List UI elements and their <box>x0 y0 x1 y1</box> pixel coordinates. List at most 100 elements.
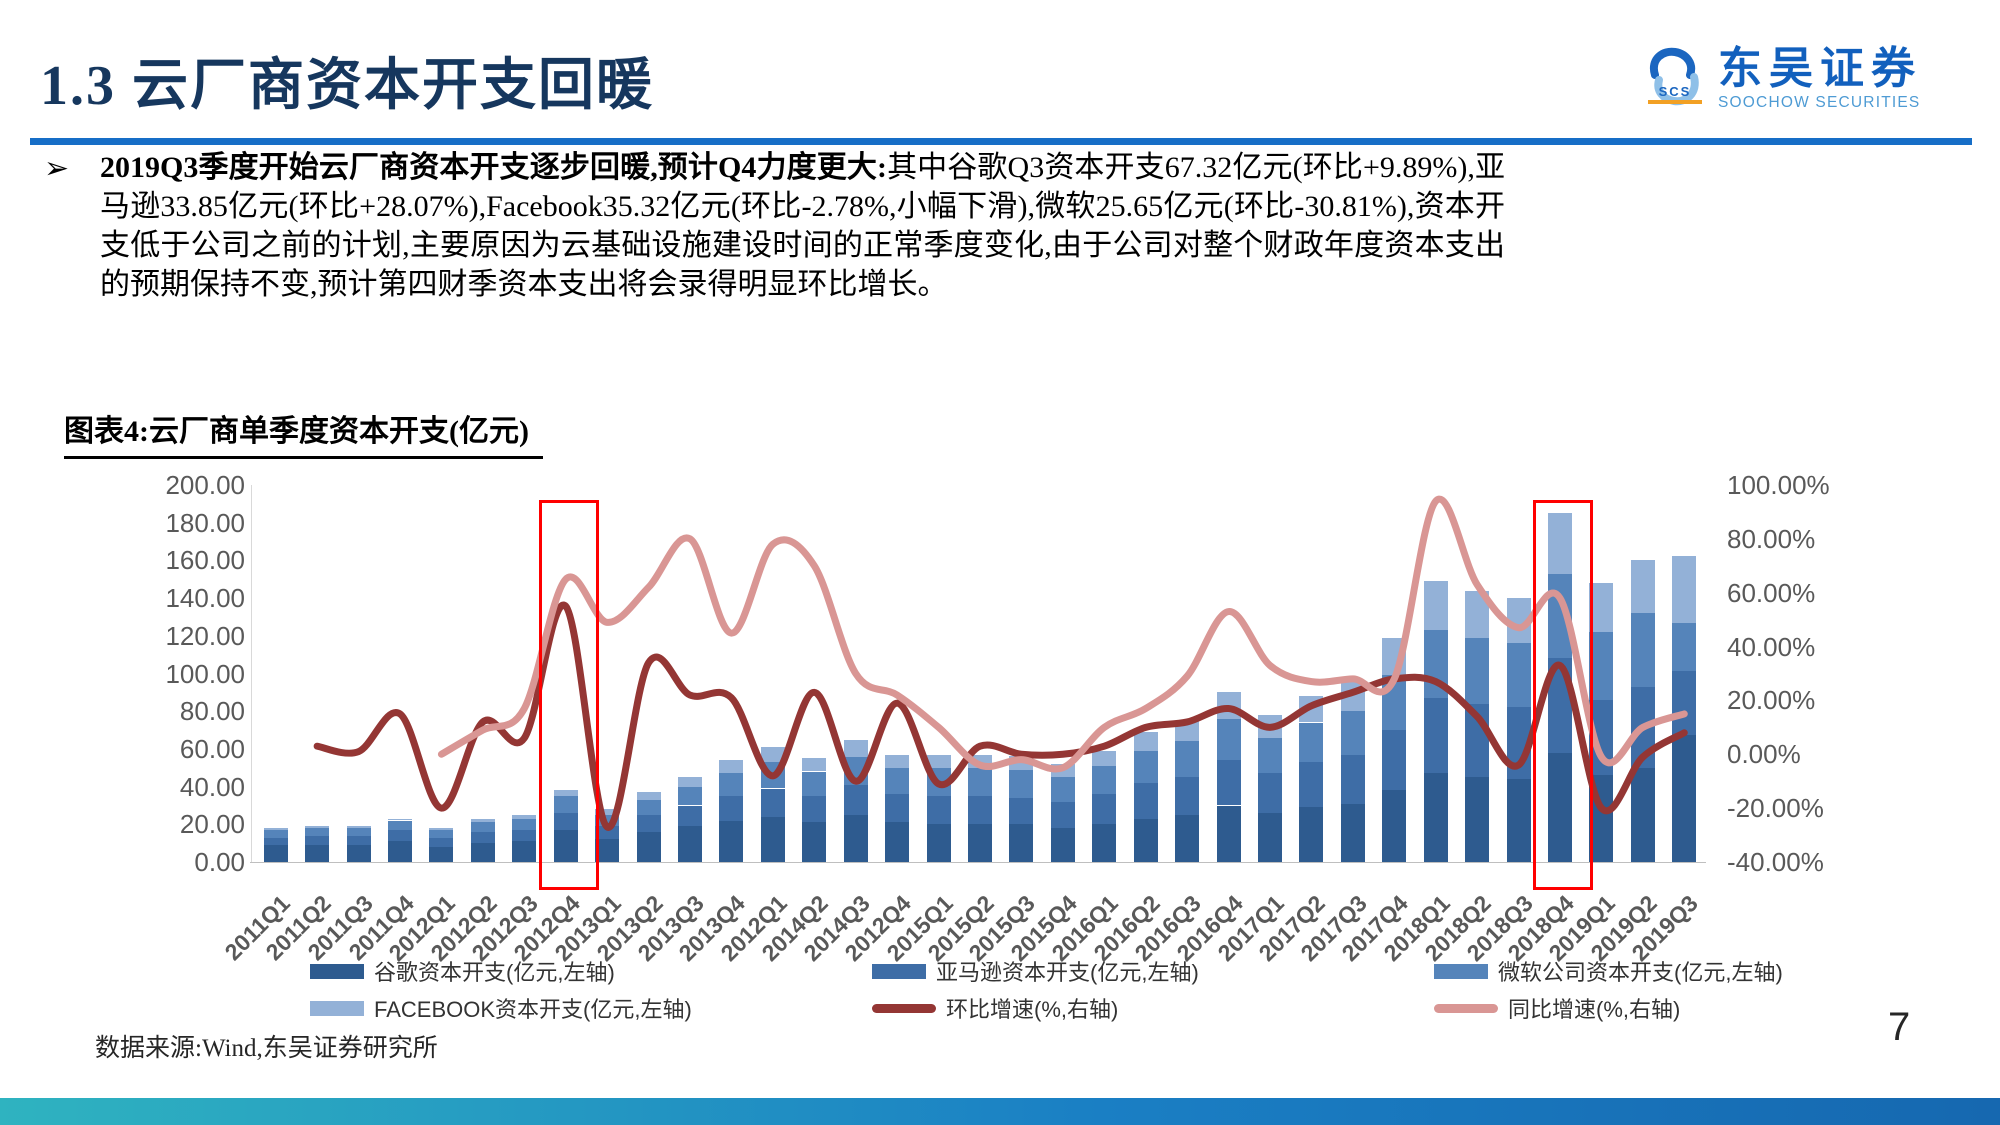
bar-segment <box>719 773 744 796</box>
bar-segment <box>1299 762 1324 808</box>
bar-segment <box>1423 630 1448 698</box>
bar-segment <box>1672 671 1697 736</box>
bar-segment <box>1340 711 1365 755</box>
left-axis-tick: 0.00 <box>194 847 245 877</box>
bar-segment <box>1050 777 1075 802</box>
bar-segment <box>1258 715 1282 738</box>
bar-segment <box>1506 707 1531 779</box>
bar-segment <box>719 820 744 862</box>
bar-segment <box>1299 722 1324 763</box>
right-axis-tick: -40.00% <box>1727 847 1824 877</box>
page-number: 7 <box>1888 1005 1911 1049</box>
left-axis-tick: 140.00 <box>165 583 245 614</box>
bar-segment <box>470 843 495 862</box>
bar-segment <box>802 822 827 862</box>
bar-segment <box>1009 769 1034 798</box>
bar-segment <box>1465 703 1490 778</box>
bar-segment <box>512 818 537 830</box>
bar-segment <box>1340 754 1365 804</box>
left-axis-tick: 200.00 <box>165 470 245 500</box>
bar-segment <box>263 837 288 845</box>
bar-segment <box>968 754 992 768</box>
bar-segment <box>926 796 951 825</box>
y-axis-line <box>251 485 252 862</box>
bar-segment <box>1382 637 1407 676</box>
bar-segment <box>1423 698 1448 774</box>
right-axis-tick: 80.00% <box>1727 523 1816 554</box>
bar-segment <box>719 760 744 774</box>
left-axis-tick: 100.00 <box>165 658 245 689</box>
bar-segment <box>1133 782 1158 819</box>
bar-segment <box>760 762 785 789</box>
bar-segment <box>1423 773 1448 862</box>
bar-segment <box>512 814 537 819</box>
bar-segment <box>760 788 785 817</box>
page-title: 1.3 云厂商资本开支回暖 <box>40 55 654 117</box>
bar-segment <box>885 754 910 768</box>
bullet-arrow-icon: ➢ <box>44 152 70 185</box>
bar-segment <box>1092 750 1117 766</box>
bar-segment <box>388 818 412 821</box>
bar-segment <box>305 835 330 845</box>
bar-segment <box>926 824 951 862</box>
highlight-box <box>538 500 599 890</box>
legend-swatch-microsoft <box>1434 963 1488 979</box>
bar-segment <box>1506 643 1531 708</box>
legend-swatch-facebook <box>310 1000 364 1016</box>
legend-swatch-yoy-line <box>1434 1003 1498 1013</box>
legend-item-facebook: FACEBOOK资本开支(亿元,左轴) <box>310 992 692 1024</box>
bar-segment <box>595 809 620 815</box>
bar-segment <box>346 828 371 836</box>
bar-segment <box>1216 718 1241 761</box>
bar-segment <box>470 822 495 832</box>
bar-segment <box>305 826 330 829</box>
chart-title: 图表4:云厂商单季度资本开支(亿元) <box>64 406 543 459</box>
bar-segment <box>636 799 661 815</box>
legend-label-yoy: 同比增速(%,右轴) <box>1508 997 1681 1022</box>
bar-segment <box>1672 735 1697 862</box>
bar-segment <box>1050 828 1075 862</box>
bar-segment <box>1382 675 1407 731</box>
bar-segment <box>760 816 785 862</box>
bar-segment <box>1382 790 1407 862</box>
bar-segment <box>636 792 661 800</box>
bar-segment <box>429 830 454 838</box>
bar-segment <box>1133 731 1158 751</box>
bar-segment <box>595 839 620 862</box>
bar-segment <box>1092 824 1117 862</box>
data-source: 数据来源:Wind,东吴证券研究所 <box>95 1035 438 1062</box>
bar-segment <box>843 756 868 785</box>
bar-segment <box>388 830 412 842</box>
legend-item-google: 谷歌资本开支(亿元,左轴) <box>310 955 615 987</box>
bar-segment <box>1423 581 1448 631</box>
brand-logo-icon: SCS <box>1648 47 1702 106</box>
yoy-growth-line <box>437 495 1688 773</box>
bar-segment <box>305 845 330 862</box>
bar-segment <box>678 826 702 862</box>
bar-segment <box>678 777 702 787</box>
bar-segment <box>346 845 371 862</box>
legend-label-microsoft: 微软公司资本开支(亿元,左轴) <box>1498 960 1783 985</box>
legend-item-microsoft: 微软公司资本开支(亿元,左轴) <box>1434 955 1783 987</box>
bar-segment <box>388 841 412 862</box>
bar-segment <box>595 826 620 840</box>
bar-segment <box>1133 818 1158 862</box>
bar-segment <box>1175 814 1200 862</box>
legend-item-yoy: 同比增速(%,右轴) <box>1434 992 1680 1024</box>
bar-segment <box>429 828 454 830</box>
bar-segment <box>885 822 910 862</box>
bar-segment <box>719 796 744 821</box>
bar-segment <box>1258 737 1282 774</box>
bar-segment <box>1009 824 1034 862</box>
bar-segment <box>1175 777 1200 815</box>
bar-segment <box>1299 696 1324 723</box>
bar-segment <box>1258 773 1282 813</box>
left-axis-tick: 120.00 <box>165 620 245 651</box>
bar-segment <box>263 845 288 862</box>
bar-segment <box>1009 756 1034 770</box>
bar-segment <box>263 828 288 830</box>
bar-segment <box>636 814 661 832</box>
left-axis-tick: 20.00 <box>179 809 245 840</box>
bar-segment <box>802 758 827 772</box>
